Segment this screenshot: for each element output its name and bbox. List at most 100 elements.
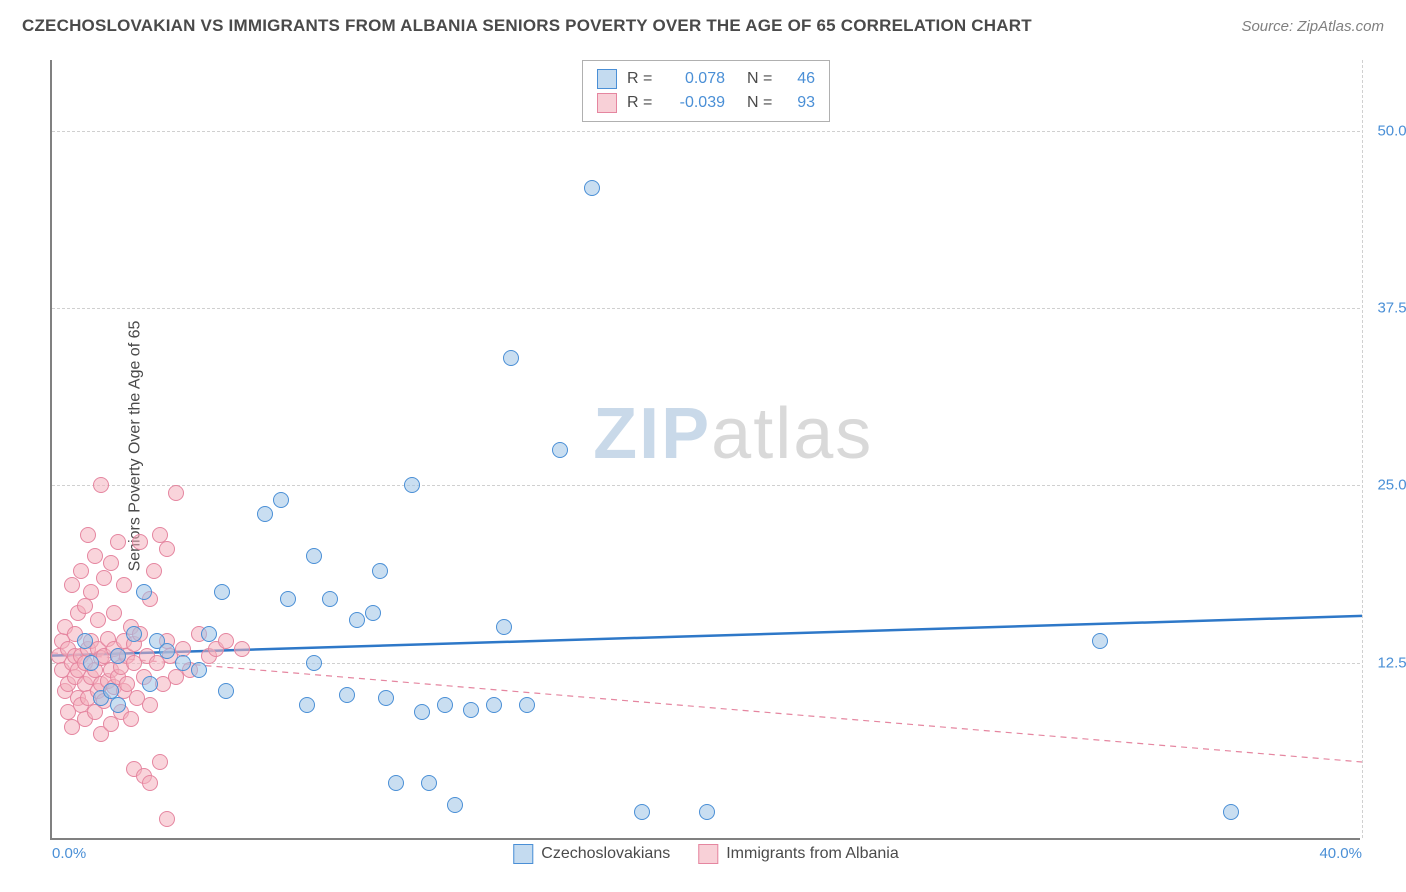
scatter-point bbox=[123, 711, 139, 727]
trend-lines-svg bbox=[52, 60, 1360, 838]
scatter-point bbox=[136, 584, 152, 600]
scatter-point bbox=[634, 804, 650, 820]
scatter-point bbox=[116, 577, 132, 593]
n-label: N = bbox=[747, 94, 775, 112]
scatter-point bbox=[64, 577, 80, 593]
scatter-point bbox=[552, 442, 568, 458]
scatter-point bbox=[73, 563, 89, 579]
r-label: R = bbox=[627, 70, 655, 88]
x-tick-label: 0.0% bbox=[52, 845, 86, 862]
n-value-blue: 46 bbox=[785, 70, 815, 88]
scatter-point bbox=[201, 626, 217, 642]
scatter-point bbox=[421, 775, 437, 791]
scatter-point bbox=[159, 811, 175, 827]
scatter-point bbox=[699, 804, 715, 820]
title-bar: CZECHOSLOVAKIAN VS IMMIGRANTS FROM ALBAN… bbox=[22, 16, 1384, 36]
gridline-h bbox=[52, 308, 1360, 309]
scatter-point bbox=[257, 506, 273, 522]
scatter-point bbox=[349, 612, 365, 628]
scatter-point bbox=[142, 775, 158, 791]
scatter-point bbox=[388, 775, 404, 791]
scatter-point bbox=[306, 548, 322, 564]
scatter-point bbox=[168, 485, 184, 501]
scatter-point bbox=[218, 683, 234, 699]
y-tick-label: 37.5% bbox=[1365, 300, 1406, 317]
scatter-point bbox=[146, 563, 162, 579]
scatter-point bbox=[218, 633, 234, 649]
scatter-point bbox=[486, 697, 502, 713]
scatter-point bbox=[83, 655, 99, 671]
scatter-point bbox=[322, 591, 338, 607]
scatter-point bbox=[77, 598, 93, 614]
swatch-pink-icon bbox=[698, 844, 718, 864]
gridline-h bbox=[52, 131, 1360, 132]
scatter-point bbox=[519, 697, 535, 713]
n-value-pink: 93 bbox=[785, 94, 815, 112]
y-tick-label: 12.5% bbox=[1365, 654, 1406, 671]
correlation-legend-row: R = 0.078 N = 46 bbox=[597, 67, 815, 91]
scatter-point bbox=[584, 180, 600, 196]
scatter-point bbox=[110, 534, 126, 550]
gridline-h bbox=[52, 663, 1360, 664]
legend-label: Czechoslovakians bbox=[541, 845, 670, 863]
scatter-point bbox=[404, 477, 420, 493]
scatter-point bbox=[437, 697, 453, 713]
legend-item: Immigrants from Albania bbox=[698, 844, 899, 864]
scatter-point bbox=[103, 555, 119, 571]
scatter-point bbox=[280, 591, 296, 607]
y-tick-label: 25.0% bbox=[1365, 477, 1406, 494]
scatter-point bbox=[119, 676, 135, 692]
scatter-point bbox=[299, 697, 315, 713]
scatter-point bbox=[152, 754, 168, 770]
gridline-v bbox=[1362, 60, 1363, 838]
scatter-point bbox=[191, 662, 207, 678]
scatter-point bbox=[175, 655, 191, 671]
trend-line bbox=[52, 653, 1362, 762]
scatter-point bbox=[447, 797, 463, 813]
scatter-point bbox=[234, 641, 250, 657]
scatter-point bbox=[496, 619, 512, 635]
legend-item: Czechoslovakians bbox=[513, 844, 670, 864]
n-label: N = bbox=[747, 70, 775, 88]
scatter-point bbox=[1223, 804, 1239, 820]
scatter-point bbox=[110, 648, 126, 664]
r-value-pink: -0.039 bbox=[665, 94, 725, 112]
series-legend: Czechoslovakians Immigrants from Albania bbox=[513, 844, 898, 864]
chart-title: CZECHOSLOVAKIAN VS IMMIGRANTS FROM ALBAN… bbox=[22, 16, 1032, 36]
scatter-point bbox=[339, 687, 355, 703]
swatch-blue-icon bbox=[513, 844, 533, 864]
scatter-point bbox=[372, 563, 388, 579]
scatter-point bbox=[106, 605, 122, 621]
scatter-point bbox=[126, 626, 142, 642]
y-tick-label: 50.0% bbox=[1365, 122, 1406, 139]
scatter-point bbox=[463, 702, 479, 718]
scatter-point bbox=[273, 492, 289, 508]
swatch-pink-icon bbox=[597, 93, 617, 113]
scatter-point bbox=[159, 541, 175, 557]
scatter-point bbox=[93, 477, 109, 493]
scatter-point bbox=[132, 534, 148, 550]
scatter-point bbox=[80, 527, 96, 543]
scatter-point bbox=[306, 655, 322, 671]
scatter-point bbox=[77, 633, 93, 649]
swatch-blue-icon bbox=[597, 69, 617, 89]
scatter-point bbox=[142, 676, 158, 692]
scatter-point bbox=[159, 643, 175, 659]
gridline-h bbox=[52, 485, 1360, 486]
scatter-point bbox=[214, 584, 230, 600]
source-attribution: Source: ZipAtlas.com bbox=[1241, 18, 1384, 35]
scatter-point bbox=[83, 584, 99, 600]
legend-label: Immigrants from Albania bbox=[726, 845, 899, 863]
correlation-legend-row: R = -0.039 N = 93 bbox=[597, 91, 815, 115]
r-value-blue: 0.078 bbox=[665, 70, 725, 88]
scatter-point bbox=[142, 697, 158, 713]
scatter-point bbox=[96, 570, 112, 586]
x-tick-label: 40.0% bbox=[1319, 845, 1362, 862]
scatter-point bbox=[90, 612, 106, 628]
scatter-point bbox=[378, 690, 394, 706]
scatter-point bbox=[1092, 633, 1108, 649]
scatter-point bbox=[110, 697, 126, 713]
scatter-point bbox=[503, 350, 519, 366]
scatter-point bbox=[414, 704, 430, 720]
scatter-point bbox=[87, 548, 103, 564]
